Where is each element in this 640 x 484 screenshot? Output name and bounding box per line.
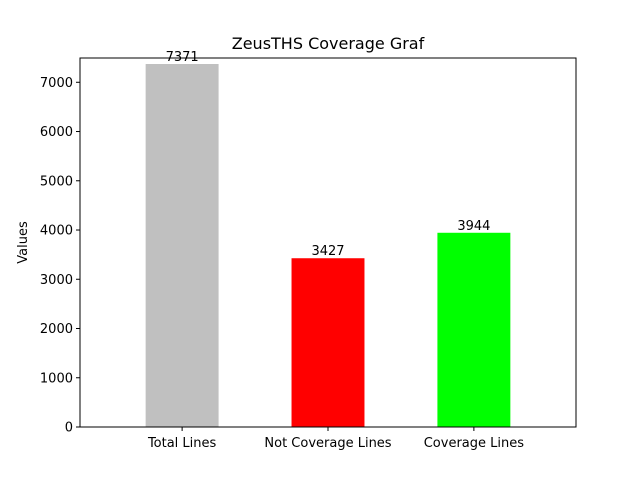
- bar-2: [437, 232, 511, 427]
- plot-area-frame: [79, 57, 577, 428]
- data-label-2: 3944: [457, 219, 490, 234]
- y-tick-label-3: 3000: [40, 273, 73, 288]
- bar-1: [291, 258, 365, 427]
- y-tick-label-1: 1000: [40, 371, 73, 386]
- y-tick-label-6: 6000: [40, 125, 73, 140]
- y-axis-label: Values: [16, 221, 31, 264]
- x-tick-label-0: Total Lines: [147, 436, 217, 451]
- bar-0: [145, 64, 219, 428]
- ticks-group: Total Lines Not Coverage Lines Coverage Li…: [40, 76, 524, 451]
- y-tick-label-7: 7000: [40, 76, 73, 91]
- x-tick-label-1: Not Coverage Lines: [264, 436, 391, 451]
- data-label-1: 3427: [311, 244, 344, 259]
- x-tick-label-2: Coverage Lines: [424, 436, 525, 451]
- y-tick-label-5: 5000: [40, 174, 73, 189]
- bars-group: [145, 64, 511, 428]
- y-tick-label-2: 2000: [40, 322, 73, 337]
- y-tick-label-4: 4000: [40, 224, 73, 239]
- y-tick-label-0: 0: [65, 421, 73, 436]
- chart-title: ZeusTHS Coverage Graf: [232, 34, 425, 53]
